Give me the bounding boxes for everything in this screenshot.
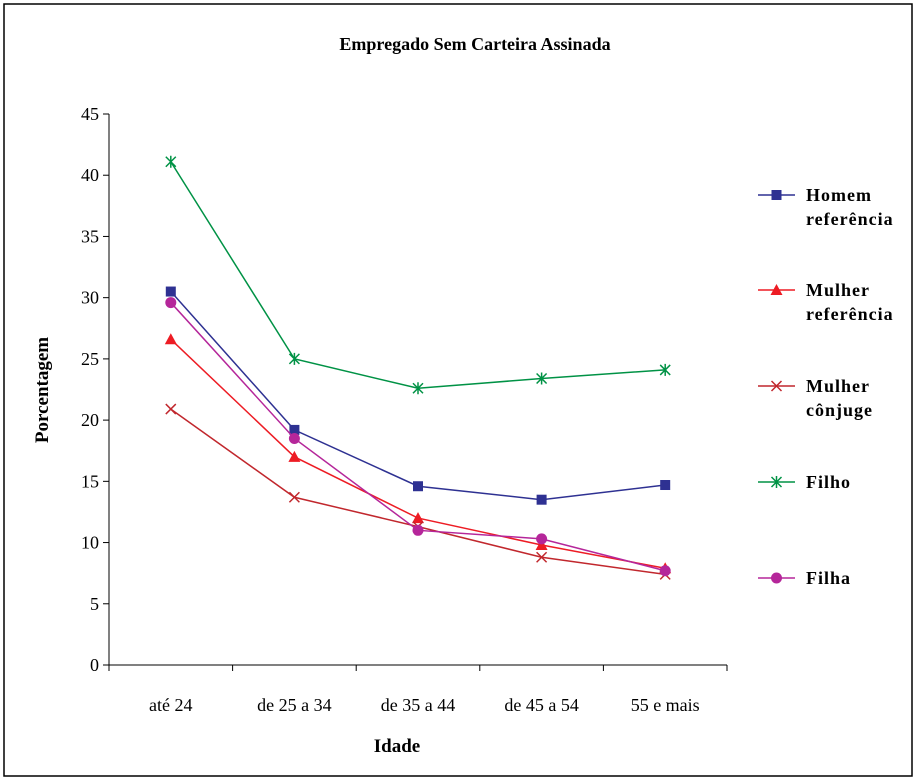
legend-item: Mulher cônjuge	[758, 376, 873, 420]
legend-label-line: referência	[806, 304, 894, 324]
y-axis-title: Porcentagem	[32, 337, 53, 443]
data-point	[412, 524, 424, 536]
y-tick-label: 5	[90, 594, 99, 614]
data-point	[413, 481, 423, 492]
x-tick-label: de 45 a 54	[504, 695, 578, 715]
series-group	[164, 155, 672, 580]
data-point	[288, 450, 301, 462]
legend-label: Homem referência	[806, 185, 894, 229]
legend-item: Filho	[758, 472, 851, 492]
legend-swatch-marker	[770, 380, 783, 392]
data-point	[165, 403, 177, 415]
legend-label-line: Filha	[806, 568, 851, 588]
x-tick-label: de 25 a 34	[257, 695, 331, 715]
data-point	[536, 372, 548, 385]
series-3	[165, 155, 671, 395]
y-tick-label: 15	[81, 471, 99, 491]
legend-label-line: Mulher	[806, 376, 870, 396]
y-tick-label: 45	[81, 104, 99, 124]
x-axis-title: Idade	[374, 736, 420, 757]
y-tick-label: 20	[81, 410, 99, 430]
legend-label: Mulher cônjuge	[806, 376, 873, 420]
data-point	[536, 551, 548, 563]
legend-swatch-marker	[770, 476, 783, 488]
data-point	[412, 382, 424, 395]
legend-swatch-marker	[771, 190, 782, 200]
chart-frame	[3, 3, 913, 777]
legend-label-line: referência	[806, 209, 894, 229]
y-tick-label: 40	[81, 165, 99, 185]
legend-item: Mulher referência	[758, 280, 894, 324]
y-tick-label: 35	[81, 226, 99, 246]
series-0	[165, 286, 671, 505]
x-tick-label: de 35 a 44	[381, 695, 455, 715]
y-tick-label: 25	[81, 349, 99, 369]
legend-label-line: Mulher	[806, 280, 870, 300]
legend-label: Filho	[806, 472, 851, 492]
data-point	[659, 363, 671, 376]
data-point	[289, 424, 300, 435]
legend-label-line: Filho	[806, 472, 851, 492]
data-point	[536, 494, 547, 505]
data-point	[659, 565, 671, 577]
data-point	[288, 491, 300, 503]
y-tick-label: 0	[90, 655, 99, 675]
data-point	[535, 539, 548, 551]
legend-swatch-marker	[770, 284, 783, 295]
data-point	[165, 155, 177, 168]
data-point	[164, 333, 177, 345]
legend-swatch-marker	[771, 572, 782, 584]
data-point	[536, 533, 548, 545]
data-point	[412, 512, 424, 524]
legend-label-line: Homem	[806, 185, 872, 205]
legend-label: Filha	[806, 568, 851, 588]
legend-item: Homem referência	[758, 185, 894, 229]
legend-label-line: cônjuge	[806, 400, 873, 420]
y-tick-label: 10	[81, 533, 99, 553]
legend-label: Mulher referência	[806, 280, 894, 324]
data-point	[288, 352, 300, 365]
legend: Homem referência Mulher referência Mulher côn…	[758, 185, 894, 588]
data-point	[660, 480, 671, 491]
series-1	[164, 333, 672, 574]
x-tick-label: até 24	[149, 695, 192, 715]
x-tick-label: 55 e mais	[631, 695, 700, 715]
legend-item: Filha	[758, 568, 851, 588]
data-point	[165, 286, 176, 297]
data-point	[165, 297, 177, 309]
y-tick-label: 30	[81, 288, 99, 308]
series-4	[165, 297, 671, 577]
data-point	[288, 432, 300, 444]
axes: 0 5 10 15 20 25 30 35 40 45 até 24 de 25 a 34 de 35 …	[81, 104, 728, 715]
chart-title: Empregado Sem Carteira Assinada	[339, 34, 610, 54]
